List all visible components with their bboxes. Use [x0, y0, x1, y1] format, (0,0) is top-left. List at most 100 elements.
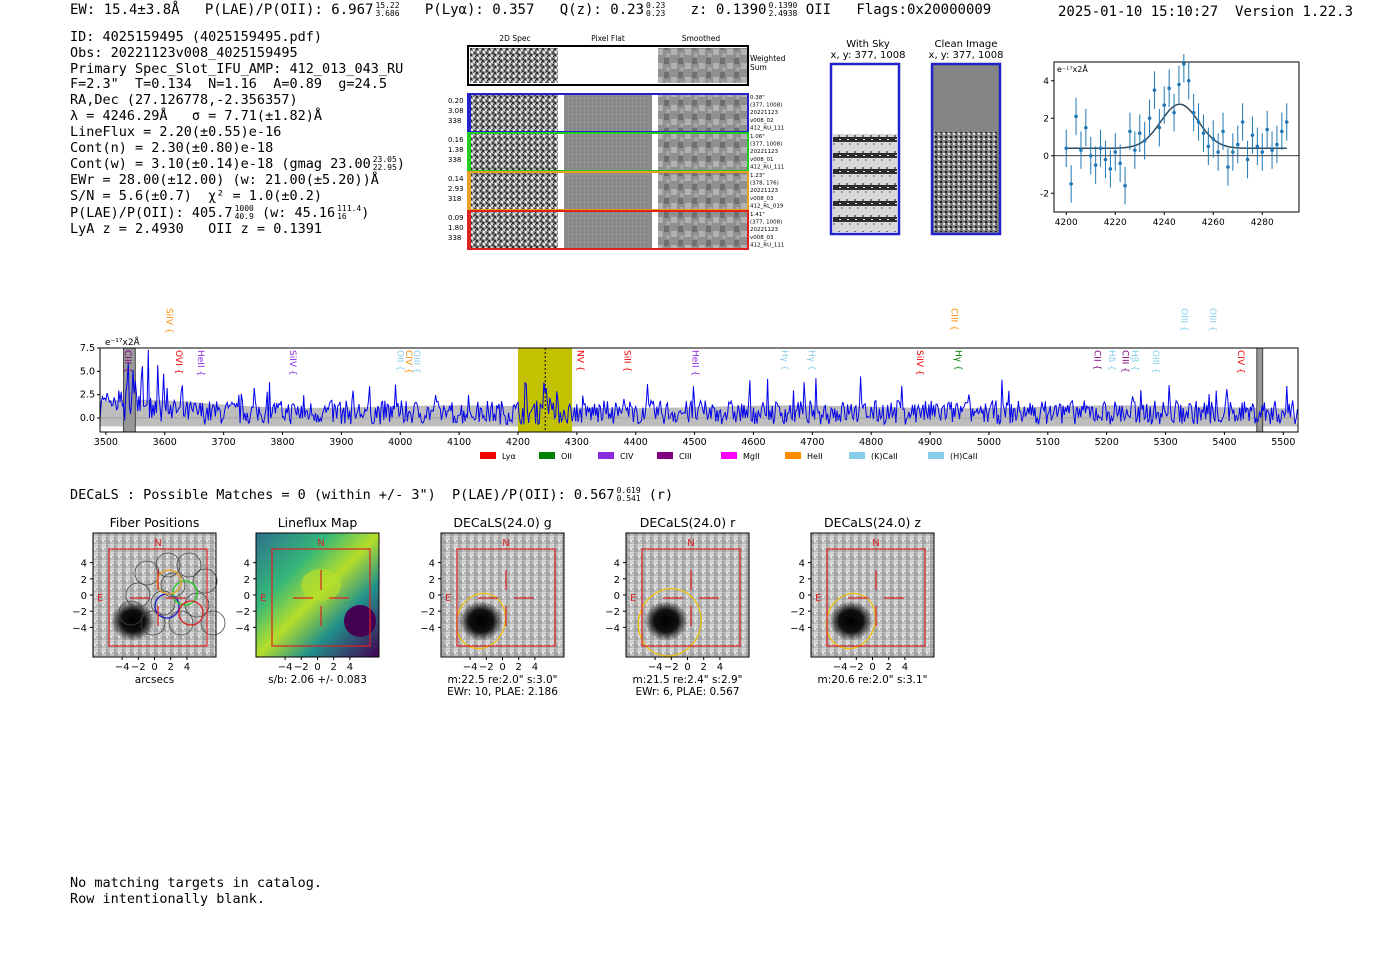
fit-ytick-label: 0: [1043, 152, 1049, 162]
east-label: E: [260, 593, 266, 604]
fit-point: [1280, 129, 1284, 134]
col-header-smoothed: Smoothed: [682, 34, 721, 43]
spec-line-label: Hγ {: [952, 350, 962, 371]
weighted-sum-row: Weighted Sum: [467, 45, 786, 86]
row-meta-3: v008_03: [750, 235, 774, 241]
z-range: 0.1390 2.4938: [768, 1, 798, 18]
legend-label: CIV: [620, 452, 634, 461]
row-stat-2: 338: [448, 156, 461, 164]
spec-xtick-label: 3800: [270, 437, 294, 448]
spec-legend-item: OII: [539, 452, 572, 461]
thumb-xlabel: arcsecs: [135, 674, 174, 686]
fit-point: [1235, 142, 1240, 147]
row-stat-2: 318: [448, 195, 461, 203]
thumb-caption: EWr: 6, PLAE: 0.567: [635, 686, 739, 698]
info-ewr: EWr = 28.00(±12.00) (w: 21.00(±5.20))Å: [70, 172, 379, 189]
thumb-search-box: [108, 548, 208, 647]
ccd-panel: With Sky x, y: 377, 1008 Clean Image x, …: [829, 39, 1004, 236]
spec-line-label: OIII {: [1178, 308, 1188, 332]
thumb-xtick-label: 4: [532, 662, 538, 673]
fit-point: [1113, 150, 1118, 154]
ew-value: EW: 15.4±3.8Å: [70, 2, 180, 18]
fiber-circle-highlight: [178, 600, 204, 626]
fit-axes-frame: [1053, 61, 1300, 213]
datetime: 2025-01-10 15:10:27: [1058, 4, 1219, 20]
north-label: N: [687, 538, 694, 549]
thumb-title: Lineflux Map: [278, 515, 358, 530]
fit-point: [1275, 142, 1279, 147]
spec-line-label: CIV {: [403, 350, 413, 374]
sky-title: With Sky: [846, 39, 890, 50]
legend-swatch: [785, 452, 801, 459]
thumb-ytick-label: 2: [429, 575, 435, 586]
fit-point: [1074, 114, 1078, 119]
fit-point: [1182, 62, 1186, 66]
thumb-xtick-label: 2: [168, 662, 174, 673]
spec-xtick-label: 4700: [800, 437, 824, 448]
cutouts-panel: 2D Spec Pixel Flat Smoothed Weighted Sum …: [448, 34, 786, 250]
fiber-circle: [200, 610, 226, 636]
spec-line-label: SiIV {: [914, 350, 924, 376]
fiber-row-3: 0.14 2.93 318 1.23" (378, 176)20221123 v008_0…: [448, 171, 784, 211]
thumb-xtick-label: −4: [648, 662, 663, 673]
spec-ytick-label: 2.5: [80, 390, 95, 401]
thumb-flux-min: [344, 605, 376, 637]
plae-range: 15.22 3.686: [375, 1, 400, 18]
info-contw: Cont(w) = 3.10(±0.14)e-18 (gmag 23.00 23.…: [70, 155, 405, 173]
row-meta-2: 20221123: [750, 227, 778, 233]
sky-band-pattern: [833, 134, 897, 232]
fit-point: [1162, 103, 1167, 107]
line-fit-chart: e⁻¹⁷x2Å 4200 4220 4240 4260 4280 -2 0 2 4: [1040, 54, 1300, 228]
sky-coords: x, y: 377, 1008: [831, 50, 906, 61]
row-stat-1: 3.08: [448, 107, 464, 115]
fit-point: [1245, 157, 1250, 162]
thumb-ytick-label: 4: [799, 559, 805, 570]
fiber-circle: [192, 568, 218, 594]
thumb-xtick-label: 4: [184, 662, 190, 673]
thumb-ytick-label: −4: [235, 623, 250, 634]
thumb-xtick-label: 2: [331, 662, 337, 673]
thumb-xtick-label: −4: [115, 662, 130, 673]
clean-coords: x, y: 377, 1008: [929, 50, 1004, 61]
version: Version 1.22.3: [1235, 4, 1354, 20]
thumb-title: DECaLS(24.0) g: [453, 515, 551, 530]
row-meta-3: v008_01: [750, 157, 774, 163]
thumb-xtick-label: −2: [849, 662, 864, 673]
fit-point: [1157, 125, 1162, 130]
fit-point: [1191, 110, 1196, 115]
row-meta-2: 20221123: [750, 110, 778, 116]
row-meta-2: 20221123: [750, 188, 778, 194]
thumb-ytick-label: −2: [235, 607, 250, 618]
fit-point: [1133, 148, 1137, 152]
fiber-circle: [118, 600, 144, 626]
clean-title: Clean Image: [935, 39, 998, 50]
thumb-caption: EWr: 10, PLAE: 2.186: [447, 686, 558, 698]
row-stat-1: 1.80: [448, 224, 464, 232]
spec-line-label: OVI {: [173, 350, 183, 374]
spec-xtick-label: 4300: [565, 437, 589, 448]
fit-point: [1123, 183, 1127, 188]
spec-xtick-label: 5500: [1271, 437, 1295, 448]
thumb-xtick-label: 0: [314, 662, 320, 673]
header-bar: EW: 15.4±3.8Å P(LAE)/P(OII): 6.967 15.22 3…: [70, 1, 991, 19]
row-meta-0: 0.38": [750, 95, 765, 101]
thumb-title: DECaLS(24.0) r: [640, 515, 736, 530]
fiber-circle: [155, 552, 181, 578]
thumb-ytick-label: 2: [799, 575, 805, 586]
thumb-search-box: [271, 548, 371, 647]
row-meta-3: v008_02: [750, 118, 774, 124]
spec-xtick-label: 3900: [329, 437, 353, 448]
thumb-ytick-label: −4: [790, 623, 805, 634]
thumb-xtick-label: −2: [294, 662, 309, 673]
col-header-2dspec: 2D Spec: [499, 34, 530, 43]
thumb-source-blob: [459, 601, 503, 641]
fit-point: [1206, 144, 1211, 149]
spec-line-label: OIII {: [1150, 350, 1160, 374]
fit-point: [1172, 110, 1176, 115]
info-lineflux: LineFlux = 2.20(±0.55)e-16: [70, 123, 282, 140]
